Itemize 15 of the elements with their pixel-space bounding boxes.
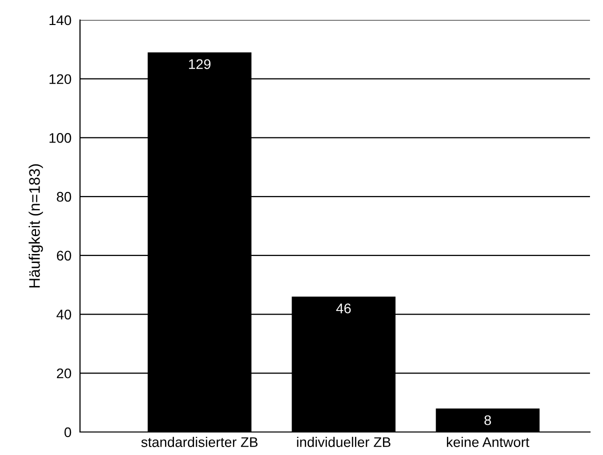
x-tick-label: keine Antwort [446, 436, 530, 448]
y-tick-label: 60 [56, 250, 72, 261]
y-tick-label: 20 [56, 368, 72, 378]
x-tick-label: individueller ZB [297, 436, 390, 448]
y-tick-label: 120 [50, 74, 72, 84]
data-label: 46 [336, 303, 351, 314]
y-tick-label: 140 [50, 15, 72, 26]
y-tick-label: 100 [50, 133, 72, 143]
data-label: 8 [484, 415, 491, 426]
y-tick-label: 40 [56, 310, 72, 320]
y-tick-label: 0 [64, 427, 72, 438]
y-tick-label: 80 [56, 192, 72, 202]
data-label: 129 [189, 59, 211, 70]
y-axis-title: Häufigkeit (n=183) [28, 164, 43, 288]
x-tick-label: standardisierter ZB [141, 436, 258, 448]
